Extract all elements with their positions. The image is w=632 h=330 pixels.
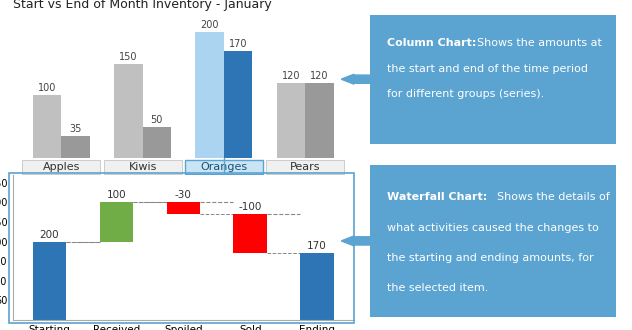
Bar bbox=[100, 202, 133, 242]
Text: 150: 150 bbox=[119, 52, 138, 62]
Bar bbox=[33, 242, 66, 320]
Bar bbox=[305, 82, 334, 158]
Text: for different groups (series).: for different groups (series). bbox=[387, 89, 544, 100]
Text: 120: 120 bbox=[310, 71, 329, 81]
Text: the starting and ending amounts, for: the starting and ending amounts, for bbox=[387, 253, 593, 263]
Text: Oranges: Oranges bbox=[200, 162, 248, 172]
Text: -100: -100 bbox=[238, 202, 262, 212]
FancyBboxPatch shape bbox=[360, 10, 626, 149]
Bar bbox=[114, 64, 143, 158]
FancyBboxPatch shape bbox=[22, 160, 100, 174]
FancyBboxPatch shape bbox=[104, 160, 181, 174]
Bar bbox=[300, 253, 334, 320]
Text: what activities caused the changes to: what activities caused the changes to bbox=[387, 223, 599, 233]
Text: 170: 170 bbox=[307, 242, 327, 251]
Text: -30: -30 bbox=[175, 190, 191, 200]
Text: 170: 170 bbox=[229, 39, 247, 49]
Text: Shows the details of: Shows the details of bbox=[497, 192, 610, 202]
FancyBboxPatch shape bbox=[266, 160, 344, 174]
Text: 35: 35 bbox=[70, 124, 82, 134]
Text: 100: 100 bbox=[38, 83, 56, 93]
Bar bbox=[33, 95, 61, 158]
Text: 50: 50 bbox=[150, 115, 163, 125]
Bar bbox=[195, 32, 224, 158]
Text: 100: 100 bbox=[107, 190, 126, 200]
Text: 200: 200 bbox=[200, 20, 219, 30]
Bar bbox=[277, 82, 305, 158]
Text: 200: 200 bbox=[40, 230, 59, 240]
Bar bbox=[61, 136, 90, 158]
FancyBboxPatch shape bbox=[185, 160, 263, 174]
Text: Apples: Apples bbox=[43, 162, 80, 172]
Bar bbox=[143, 127, 171, 158]
Text: Column Chart:: Column Chart: bbox=[387, 38, 477, 48]
Bar bbox=[167, 202, 200, 214]
Text: the selected item.: the selected item. bbox=[387, 283, 489, 293]
Text: Pears: Pears bbox=[290, 162, 320, 172]
Text: 120: 120 bbox=[282, 71, 300, 81]
Text: Start vs End of Month Inventory - January: Start vs End of Month Inventory - Januar… bbox=[13, 0, 271, 11]
Bar bbox=[233, 214, 267, 253]
Text: Shows the amounts at: Shows the amounts at bbox=[477, 38, 602, 48]
Text: Kiwis: Kiwis bbox=[128, 162, 157, 172]
Text: the start and end of the time period: the start and end of the time period bbox=[387, 64, 588, 74]
Bar bbox=[224, 51, 252, 158]
Text: Waterfall Chart:: Waterfall Chart: bbox=[387, 192, 487, 202]
FancyBboxPatch shape bbox=[360, 159, 626, 323]
